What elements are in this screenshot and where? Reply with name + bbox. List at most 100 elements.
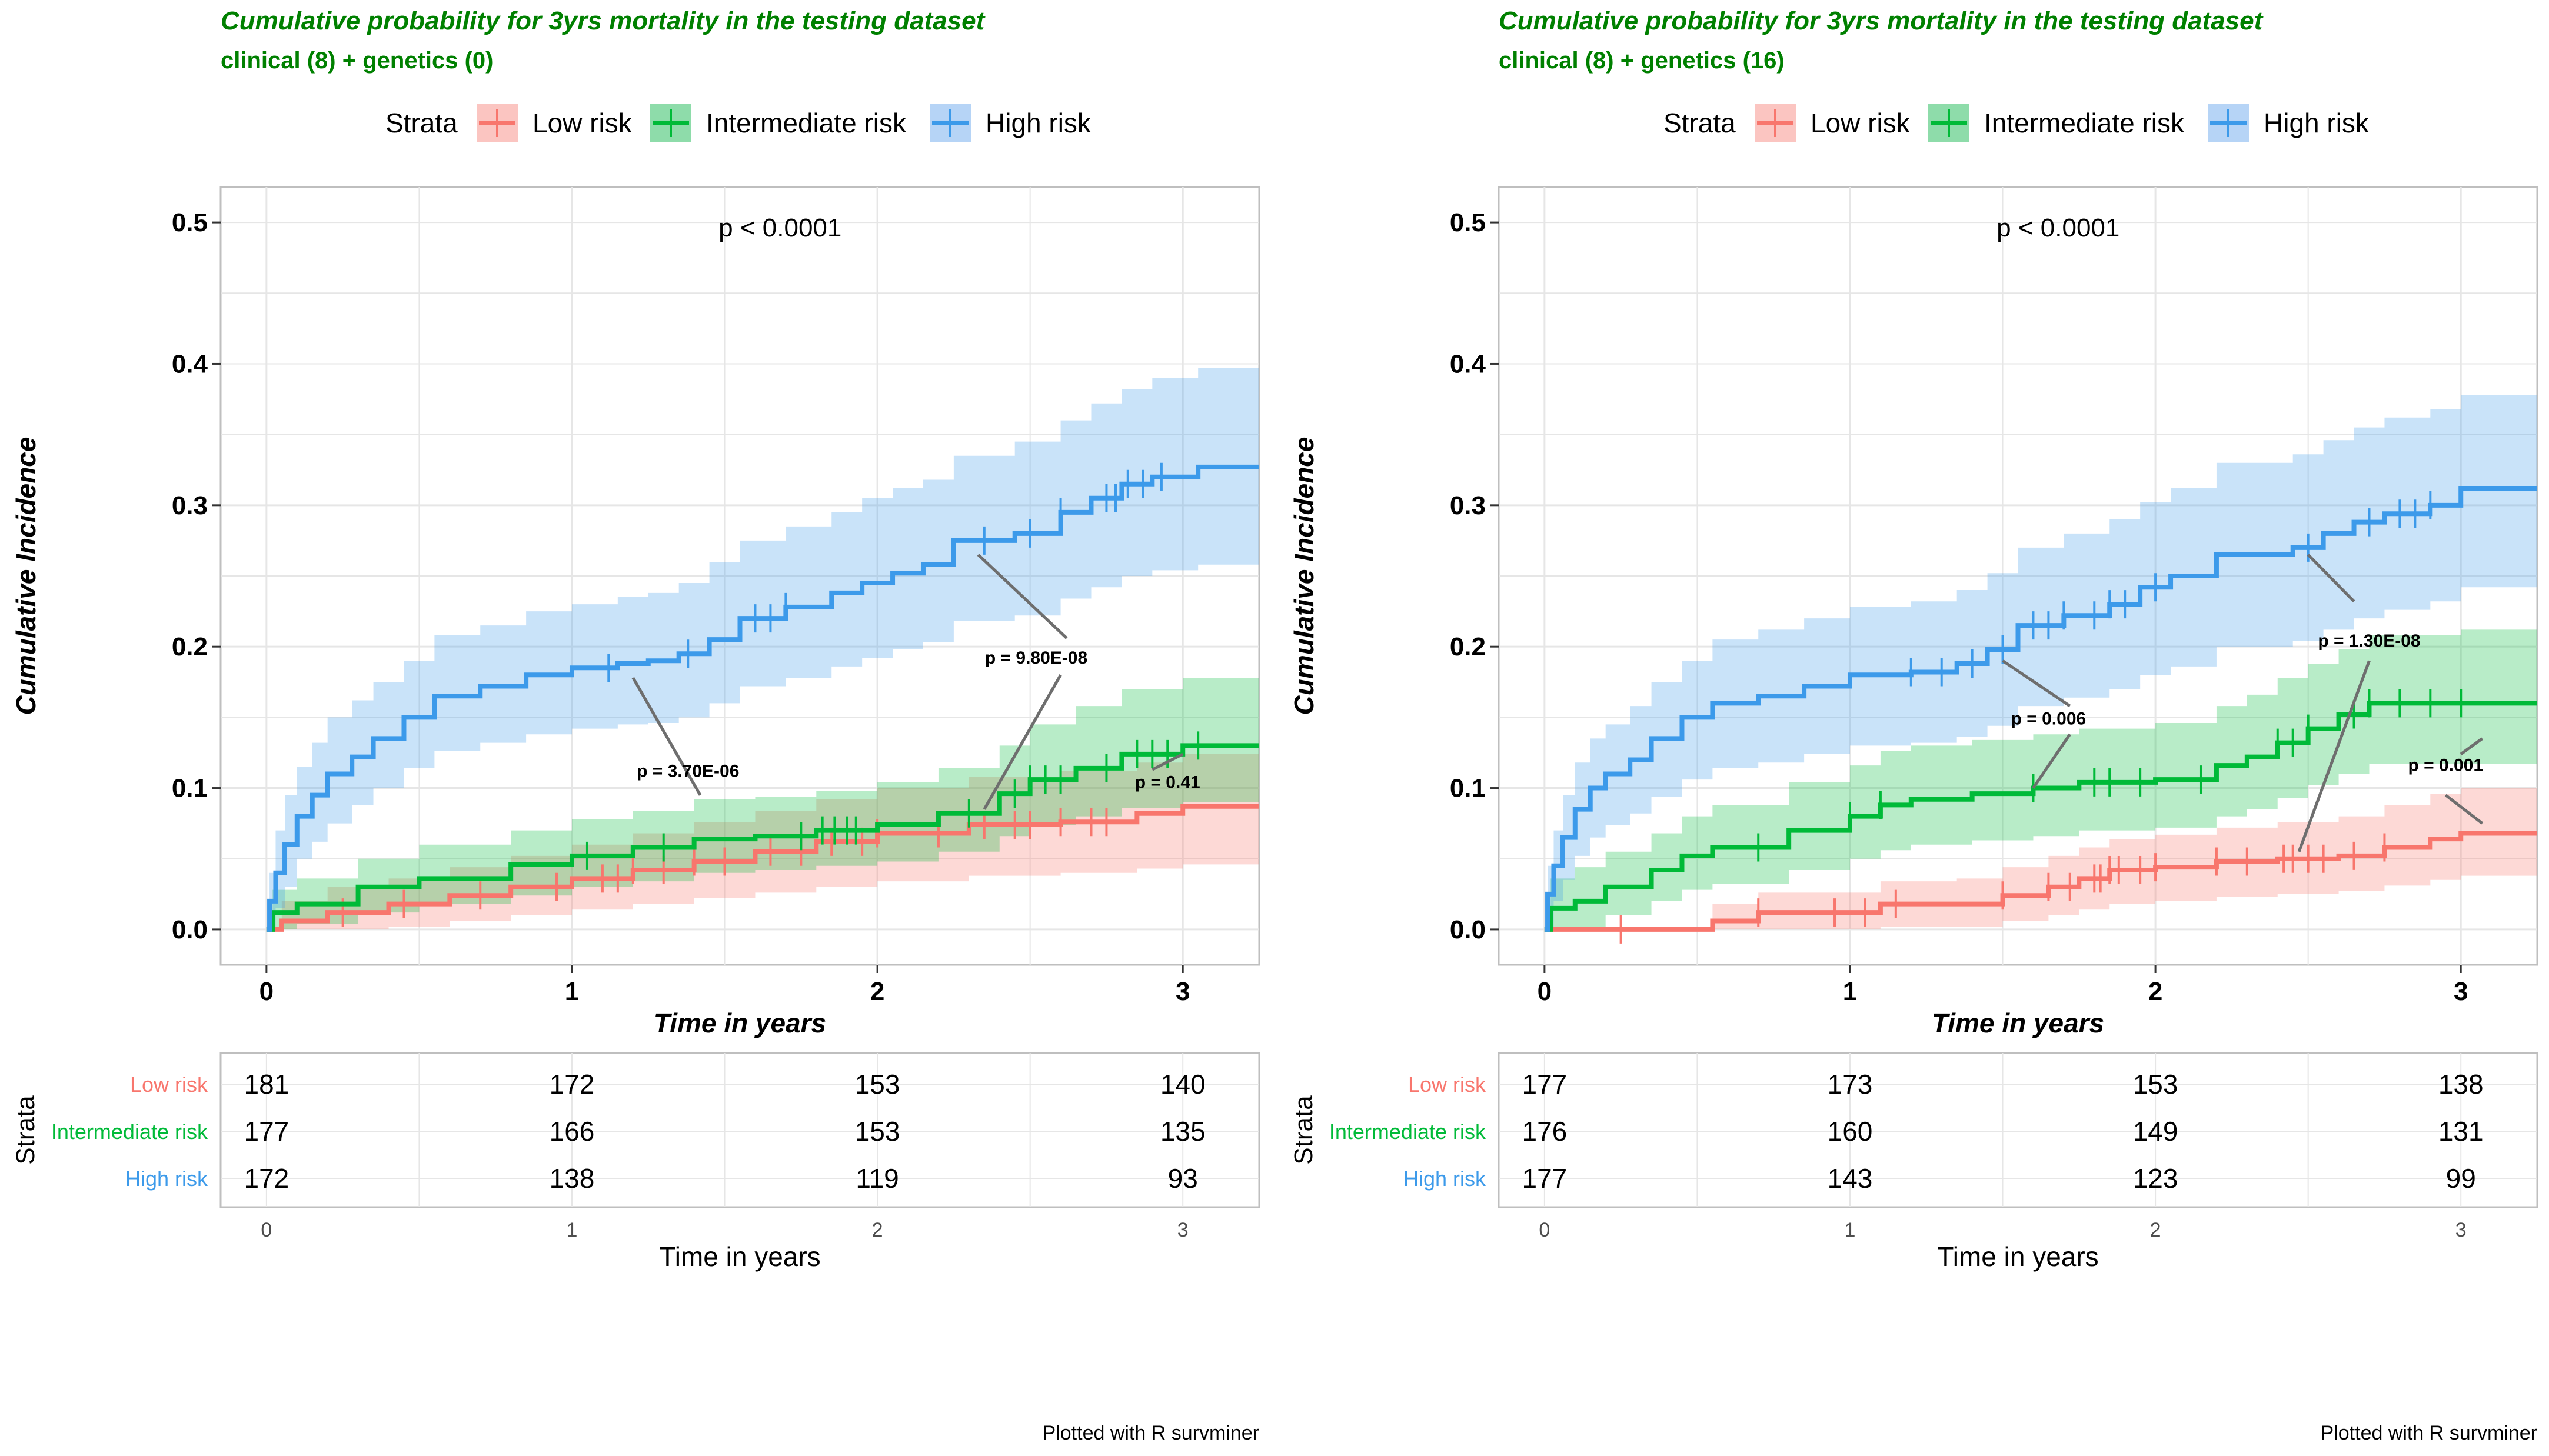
chart-subtitle: clinical (8) + genetics (0) (221, 48, 494, 74)
x-tick-label: 1 (565, 977, 579, 1006)
risk-table-title: Strata (11, 1095, 40, 1165)
risk-table: Low risk 181 172 153 140 Intermediate risk 177… (11, 1052, 1260, 1272)
y-axis-title: Cumulative Incidence (11, 437, 41, 715)
annotation-leader (983, 674, 1062, 810)
y-tick-label: 0.5 (172, 208, 208, 237)
chart-title: Cumulative probability for 3yrs mortalit… (221, 6, 986, 35)
y-tick-label: 0.1 (172, 774, 208, 803)
gridlines (221, 187, 1259, 965)
y-tick-label: 0.4 (1450, 349, 1486, 378)
risk-row-label: Low risk (1408, 1072, 1486, 1097)
risk-count: 153 (2133, 1069, 2178, 1100)
risk-table-x-tick: 1 (567, 1219, 578, 1241)
annotation-label: p = 3.70E-06 (637, 761, 739, 781)
y-tick-label: 0.1 (1450, 774, 1486, 803)
legend-item-low-risk: Low risk (1755, 104, 1911, 142)
overall-p-value: p < 0.0001 (718, 214, 841, 242)
y-tick-label: 0.0 (172, 915, 208, 944)
x-tick-label: 0 (1538, 977, 1552, 1006)
legend-label: Low risk (1811, 108, 1911, 138)
annotation-label: p = 0.001 (2408, 756, 2483, 775)
risk-count: 177 (244, 1116, 289, 1147)
risk-count: 140 (1160, 1069, 1206, 1100)
step-line (266, 743, 1259, 932)
annotation-leader (2444, 794, 2484, 825)
risk-row-label: Intermediate risk (1329, 1120, 1486, 1144)
chart-subtitle: clinical (8) + genetics (16) (1499, 48, 1785, 74)
risk-row-high-risk: High risk 172 138 119 93 (125, 1163, 1198, 1194)
caption: Plotted with R survminer (1043, 1422, 1259, 1444)
annotation-label: p = 0.006 (2011, 709, 2087, 728)
risk-table-x-tick: 3 (1177, 1219, 1189, 1241)
risk-row-intermediate-risk: Intermediate risk 176 160 149 131 (1329, 1116, 2484, 1147)
y-tick-label: 0.5 (1450, 208, 1486, 237)
risk-row-intermediate-risk: Intermediate risk 177 166 153 135 (51, 1116, 1206, 1147)
legend-label: High risk (986, 108, 1092, 138)
risk-count: 176 (1522, 1116, 1567, 1147)
legend-title: Strata (385, 108, 458, 138)
y-tick-label: 0.3 (172, 491, 208, 520)
chart-title: Cumulative probability for 3yrs mortalit… (1499, 6, 2264, 35)
risk-count: 138 (2438, 1069, 2484, 1100)
risk-table-x-title: Time in years (659, 1241, 820, 1272)
step-line (1544, 701, 2537, 932)
legend-label: Low risk (533, 108, 633, 138)
panel-2: Cumulative probability for 3yrs mortalit… (1289, 6, 2538, 1444)
risk-table-x-tick: 2 (2150, 1219, 2161, 1241)
y-tick-label: 0.0 (1450, 915, 1486, 944)
step-line (266, 464, 1259, 932)
risk-count: 119 (856, 1163, 899, 1194)
risk-count: 160 (1828, 1116, 1873, 1147)
y-tick-label: 0.4 (172, 349, 208, 378)
x-tick-label: 1 (1843, 977, 1857, 1006)
risk-count: 123 (2133, 1163, 2178, 1194)
risk-count: 153 (855, 1116, 900, 1147)
annotation (977, 554, 1068, 639)
x-axis-title: Time in years (1932, 1008, 2104, 1038)
legend: Strata Low risk Intermediate risk High risk (1663, 104, 2370, 142)
risk-count: 177 (1522, 1069, 1567, 1100)
risk-count: 166 (550, 1116, 595, 1147)
annotation-leader (2032, 733, 2071, 789)
risk-table-title: Strata (1289, 1095, 1318, 1165)
ci-band-intermediate-risk (1544, 629, 2537, 929)
annotation-leader (631, 677, 702, 796)
x-tick-label: 2 (2148, 977, 2162, 1006)
series-intermediate-risk (266, 731, 1259, 932)
legend-label: Intermediate risk (1984, 108, 2185, 138)
risk-count: 143 (1828, 1163, 1873, 1194)
annotation-label: p = 9.80E-08 (985, 648, 1087, 668)
risk-table: Low risk 177 173 153 138 Intermediate risk 176… (1289, 1052, 2538, 1272)
risk-table-x-tick: 2 (872, 1219, 883, 1241)
step-line (1544, 485, 2537, 932)
series-high-risk (266, 462, 1259, 932)
risk-count: 99 (2446, 1163, 2476, 1194)
panel-1: Cumulative probability for 3yrs mortalit… (11, 6, 1260, 1444)
legend-item-intermediate-risk: Intermediate risk (650, 104, 907, 142)
risk-row-low-risk: Low risk 181 172 153 140 (130, 1069, 1206, 1100)
annotation-leader (2307, 554, 2355, 603)
ci-band-low-risk (1544, 788, 2537, 929)
risk-row-label: Low risk (130, 1072, 208, 1097)
risk-row-low-risk: Low risk 177 173 153 138 (1408, 1069, 2484, 1100)
annotation (2297, 660, 2371, 852)
legend-item-intermediate-risk: Intermediate risk (1928, 104, 2185, 142)
risk-count: 149 (2133, 1116, 2178, 1147)
risk-row-label: High risk (125, 1167, 208, 1191)
y-tick-label: 0.2 (1450, 632, 1486, 661)
risk-count: 172 (244, 1163, 289, 1194)
annotation: p = 0.41 (1135, 752, 1200, 792)
risk-count: 172 (550, 1069, 595, 1100)
risk-count: 135 (1160, 1116, 1206, 1147)
x-tick-label: 3 (2454, 977, 2468, 1006)
y-tick-label: 0.2 (172, 632, 208, 661)
risk-row-high-risk: High risk 177 143 123 99 (1403, 1163, 2476, 1194)
x-tick-label: 0 (259, 977, 274, 1006)
x-tick-label: 2 (870, 977, 884, 1006)
legend-item-high-risk: High risk (2208, 104, 2370, 142)
series-low-risk (1544, 831, 2537, 944)
risk-table-x-tick: 1 (1845, 1219, 1856, 1241)
y-axis-title: Cumulative Incidence (1289, 437, 1319, 715)
risk-row-label: Intermediate risk (51, 1120, 208, 1144)
annotation-leader (977, 554, 1068, 639)
